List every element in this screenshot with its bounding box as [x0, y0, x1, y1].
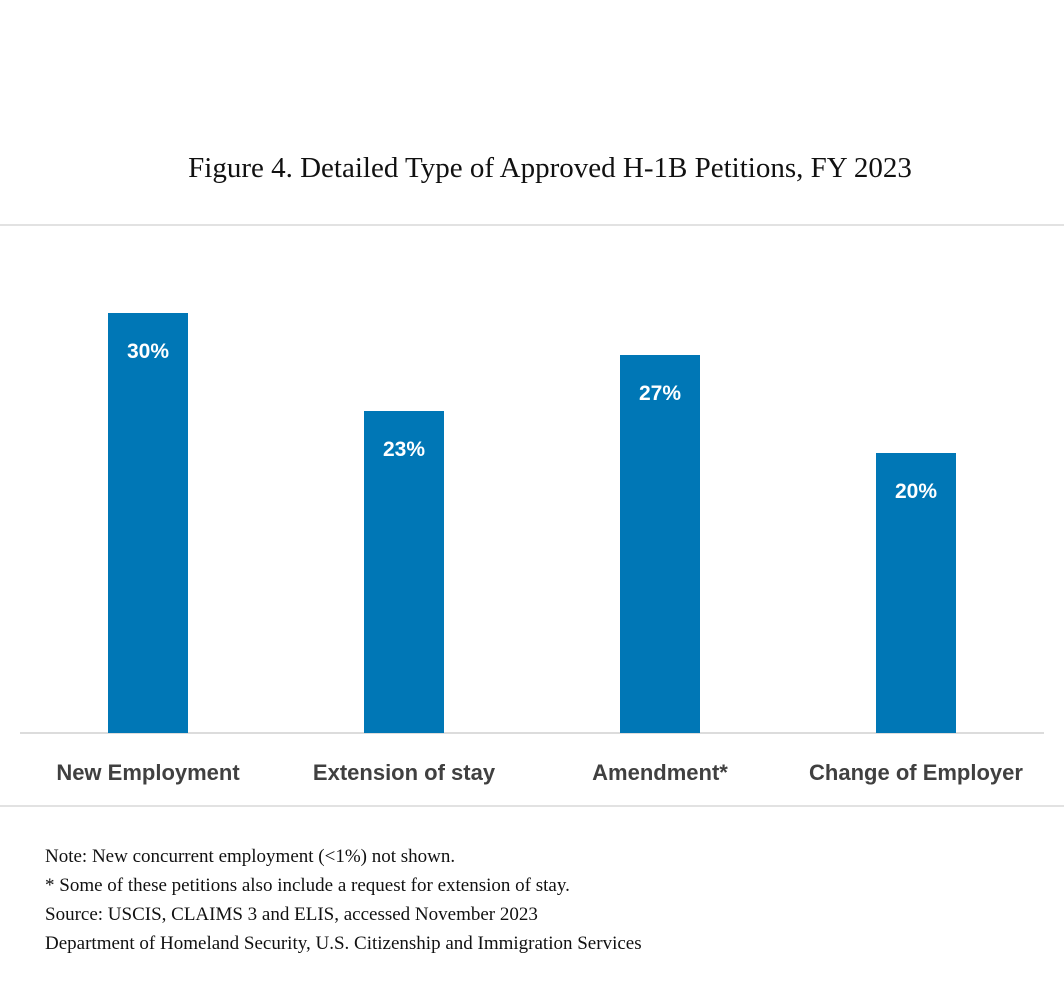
- category-label: Amendment*: [592, 760, 728, 785]
- bar-value-label: 20%: [895, 480, 937, 503]
- bar-value-label: 23%: [383, 438, 425, 461]
- bar: [876, 453, 956, 733]
- category-label: Change of Employer: [809, 760, 1023, 785]
- category-label: New Employment: [56, 760, 240, 785]
- bar: [108, 313, 188, 733]
- note-amendment: * Some of these petitions also include a…: [45, 875, 570, 896]
- bar: [364, 411, 444, 733]
- note-source: Source: USCIS, CLAIMS 3 and ELIS, access…: [45, 904, 538, 925]
- category-label: Extension of stay: [313, 760, 496, 785]
- note-agency: Department of Homeland Security, U.S. Ci…: [45, 933, 642, 954]
- bar-chart: 30% New Employment 23% Extension of stay 27%…: [0, 224, 1064, 807]
- bar-value-label: 27%: [639, 382, 681, 405]
- figure-notes: Note: New concurrent employment (<1%) no…: [45, 842, 642, 958]
- bar: [620, 355, 700, 733]
- chart-title: Figure 4. Detailed Type of Approved H-1B…: [188, 152, 912, 184]
- bar-value-label: 30%: [127, 340, 169, 363]
- note-concurrent: Note: New concurrent employment (<1%) no…: [45, 846, 456, 867]
